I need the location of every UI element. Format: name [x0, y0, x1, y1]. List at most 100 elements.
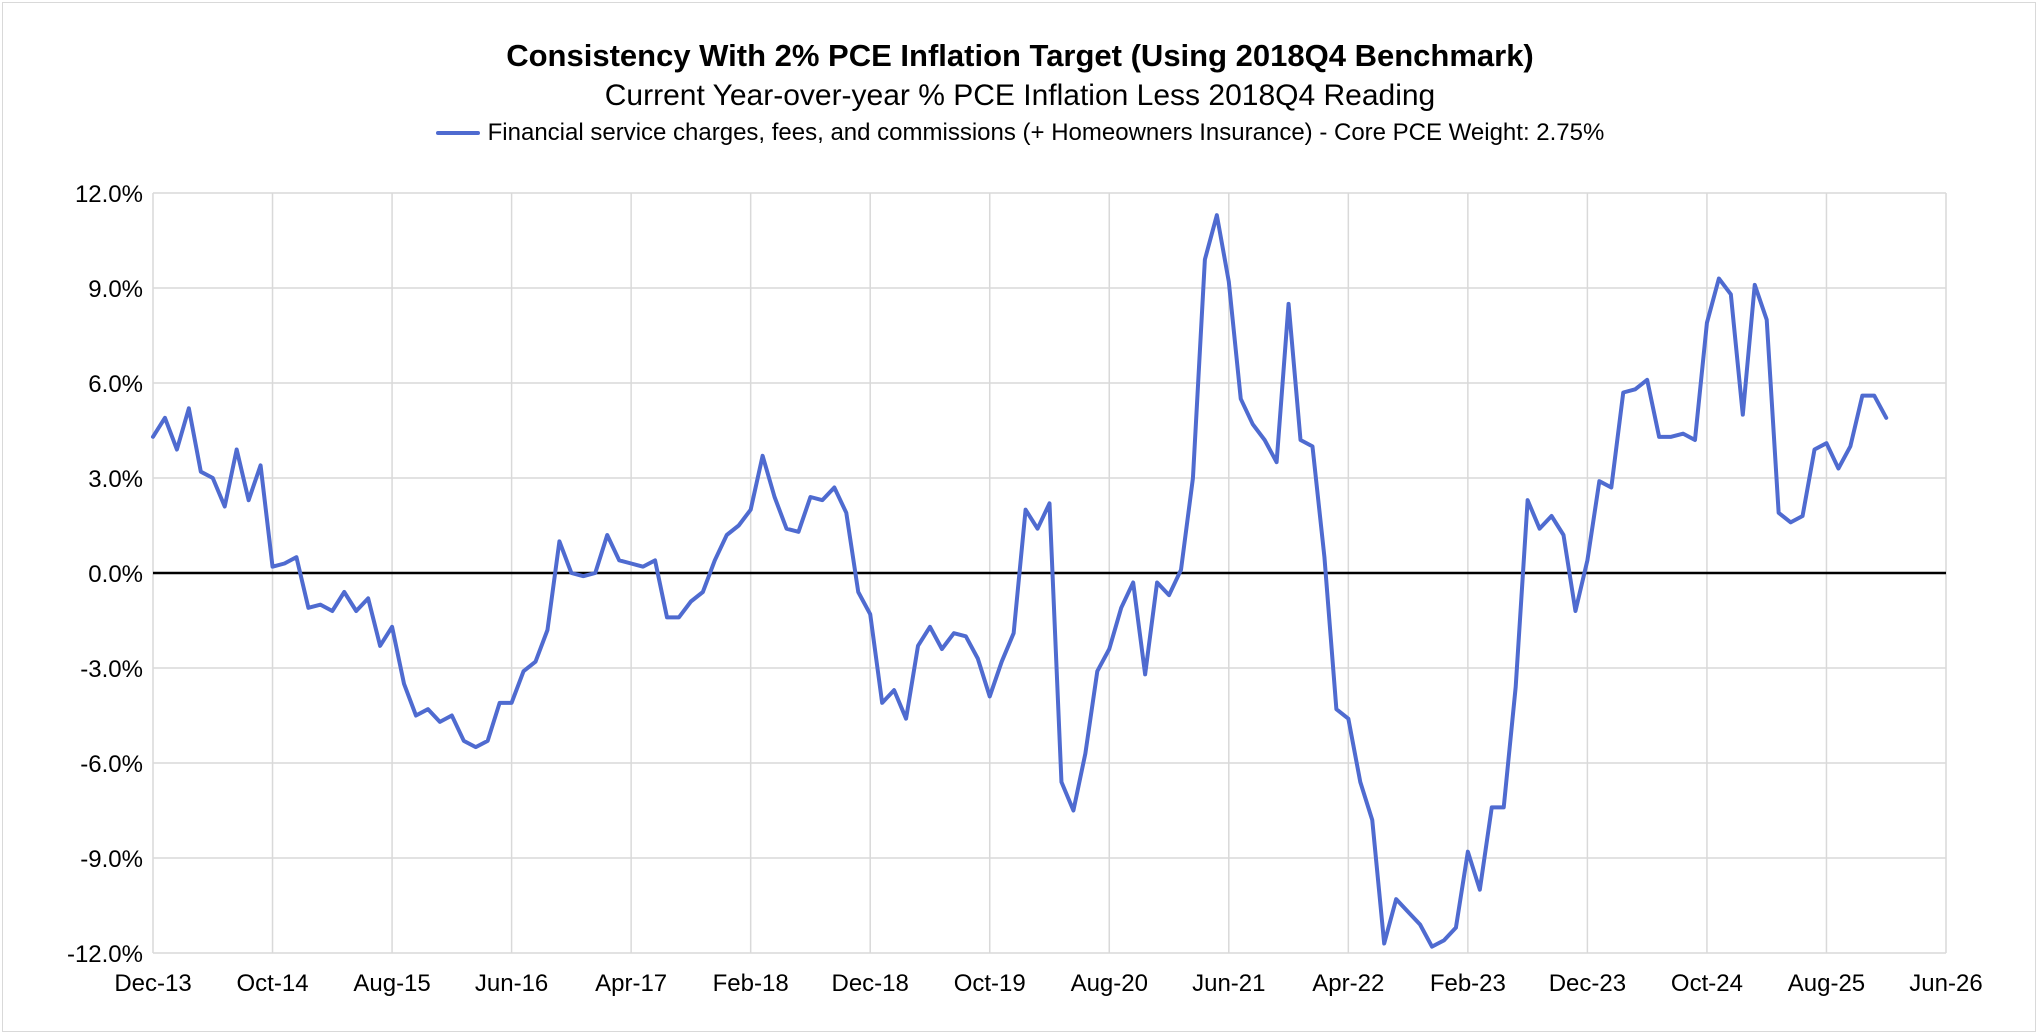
chart-header: Consistency With 2% PCE Inflation Target…: [0, 36, 2040, 150]
data-point: [1442, 938, 1446, 942]
data-point: [581, 574, 585, 578]
x-tick-label: Aug-15: [353, 970, 430, 997]
data-point: [880, 701, 884, 705]
data-point: [1884, 416, 1888, 420]
data-point: [402, 682, 406, 686]
data-point: [653, 558, 657, 562]
data-point: [1251, 422, 1255, 426]
x-tick-label: Dec-18: [832, 970, 909, 997]
data-point: [1753, 283, 1757, 287]
data-point: [1310, 444, 1314, 448]
data-point: [1406, 910, 1410, 914]
data-point: [1550, 514, 1554, 518]
data-point: [271, 565, 275, 569]
data-point: [1370, 818, 1374, 822]
data-point: [1573, 609, 1577, 613]
data-point: [832, 486, 836, 490]
data-point: [677, 615, 681, 619]
data-point: [1824, 441, 1828, 445]
data-point: [1801, 514, 1805, 518]
data-point: [820, 498, 824, 502]
data-point: [1693, 438, 1697, 442]
data-point: [952, 631, 956, 635]
data-point: [306, 606, 310, 610]
data-point: [1227, 280, 1231, 284]
data-point: [1681, 432, 1685, 436]
x-tick-label: Aug-20: [1071, 970, 1148, 997]
x-tick-label: Jun-16: [475, 970, 548, 997]
data-point: [1526, 498, 1530, 502]
data-point: [450, 714, 454, 718]
data-point: [390, 625, 394, 629]
data-point: [545, 628, 549, 632]
x-axis-tick-labels: Dec-13 Oct-14 Aug-15 Jun-16 Apr-17 Feb-18 Dec-…: [114, 970, 1982, 997]
data-point: [151, 435, 155, 439]
data-point: [665, 615, 669, 619]
data-point: [1478, 888, 1482, 892]
data-point: [761, 454, 765, 458]
data-point: [510, 701, 514, 705]
chart-title: Consistency With 2% PCE Inflation Target…: [506, 38, 1534, 73]
data-point: [247, 498, 251, 502]
data-point: [1657, 435, 1661, 439]
data-point: [1645, 378, 1649, 382]
data-point: [1048, 501, 1052, 505]
x-tick-label: Jun-21: [1192, 970, 1265, 997]
data-point: [1346, 717, 1350, 721]
data-point: [1454, 926, 1458, 930]
y-tick-label: -9.0%: [80, 846, 143, 873]
data-point: [235, 448, 239, 452]
data-point: [1155, 581, 1159, 585]
data-point: [426, 707, 430, 711]
data-point: [904, 717, 908, 721]
data-point: [534, 660, 538, 664]
data-point: [462, 739, 466, 743]
data-point: [163, 416, 167, 420]
data-point: [1000, 660, 1004, 664]
data-point: [1705, 321, 1709, 325]
data-point: [318, 603, 322, 607]
y-tick-label: -12.0%: [67, 941, 143, 968]
data-point: [1322, 555, 1326, 559]
y-tick-label: 6.0%: [88, 371, 143, 398]
x-tick-label: Oct-14: [237, 970, 309, 997]
data-point: [1717, 277, 1721, 281]
data-point: [1836, 467, 1840, 471]
data-point: [617, 558, 621, 562]
x-tick-label: Dec-23: [1549, 970, 1626, 997]
data-point: [844, 511, 848, 515]
data-point: [1777, 511, 1781, 515]
data-point: [940, 647, 944, 651]
data-point: [1729, 292, 1733, 296]
data-point: [1597, 479, 1601, 483]
data-point: [438, 720, 442, 724]
data-point: [605, 533, 609, 537]
y-tick-label: -3.0%: [80, 656, 143, 683]
data-point: [1358, 780, 1362, 784]
data-point: [1275, 460, 1279, 464]
y-tick-label: 0.0%: [88, 561, 143, 588]
data-point: [976, 657, 980, 661]
data-point: [1299, 438, 1303, 442]
data-point: [856, 590, 860, 594]
x-tick-label: Feb-23: [1430, 970, 1506, 997]
data-point: [354, 609, 358, 613]
data-point: [223, 505, 227, 509]
data-point: [1394, 897, 1398, 901]
data-point: [1430, 945, 1434, 949]
legend-label: Financial service charges, fees, and com…: [487, 119, 1605, 146]
series-line: [151, 213, 1889, 949]
data-point: [916, 644, 920, 648]
data-point: [1203, 258, 1207, 262]
data-point: [1287, 302, 1291, 306]
legend-swatch: [435, 131, 480, 135]
data-point: [988, 695, 992, 699]
chart-legend: Financial service charges, fees, and com…: [435, 116, 1605, 150]
data-point: [593, 571, 597, 575]
data-point: [1514, 685, 1518, 689]
y-tick-label: 3.0%: [88, 466, 143, 493]
data-point: [569, 571, 573, 575]
data-point: [725, 533, 729, 537]
data-point: [259, 463, 263, 467]
